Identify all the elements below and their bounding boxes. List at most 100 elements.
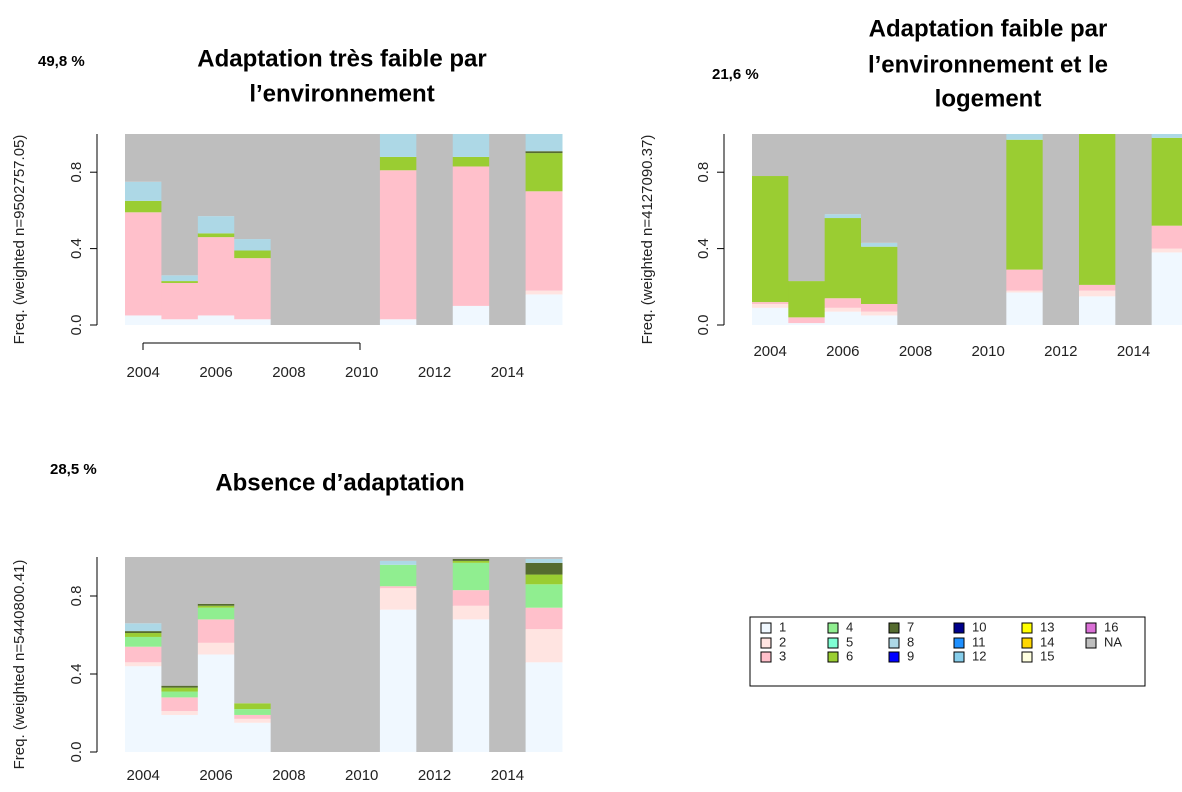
bar-segment xyxy=(525,629,563,663)
bar-segment xyxy=(125,623,162,632)
bar-segment xyxy=(933,134,971,325)
bar-segment xyxy=(307,557,344,752)
legend-swatch xyxy=(953,651,965,663)
bar-segment xyxy=(452,590,490,606)
bar-segment xyxy=(161,282,199,320)
bar-segment xyxy=(161,281,199,283)
bar-segment xyxy=(525,290,563,295)
bar-segment xyxy=(197,605,235,608)
bar-segment xyxy=(525,153,563,192)
bar-segment xyxy=(1079,296,1116,325)
legend-label: 1 xyxy=(779,619,786,634)
bar-segment xyxy=(752,307,789,325)
legend-swatch xyxy=(888,622,900,634)
bar-segment xyxy=(525,607,563,630)
bar-segment xyxy=(525,294,563,325)
bar-segment xyxy=(525,574,563,585)
legend-label: 2 xyxy=(779,634,786,649)
bar-segment xyxy=(307,134,344,325)
bar-segment xyxy=(1006,290,1044,293)
legend-label: 6 xyxy=(846,648,853,663)
bar-segment xyxy=(125,181,162,201)
legend-label: 15 xyxy=(1040,648,1054,663)
bar-segment xyxy=(197,607,235,620)
bar-segment xyxy=(197,237,235,316)
y-tick-label: 0.8 xyxy=(68,586,85,607)
bar-segment xyxy=(752,302,789,304)
x-tick-label: 2010 xyxy=(971,343,1004,360)
bar-segment xyxy=(125,315,162,325)
bar-segment xyxy=(234,134,272,240)
bar-segment xyxy=(525,584,563,608)
legend-swatch xyxy=(760,651,772,663)
chart-title: logement xyxy=(935,85,1042,112)
chart-title: l’environnement xyxy=(249,80,434,107)
bar-segment xyxy=(752,134,789,177)
x-tick-label: 2012 xyxy=(418,364,451,381)
bar-segment xyxy=(379,586,417,589)
legend-swatch xyxy=(888,651,900,663)
x-tick-label: 2006 xyxy=(199,364,232,381)
legend-swatch xyxy=(888,637,900,649)
bar-segment xyxy=(234,718,272,723)
y-axis-label: Freq. (weighted n=4127090.37) xyxy=(639,135,656,345)
bar-segment xyxy=(525,134,563,152)
y-tick-label: 0.4 xyxy=(695,238,712,259)
legend-swatch xyxy=(760,622,772,634)
share-label: 28,5 % xyxy=(50,461,97,478)
legend-label: 8 xyxy=(907,634,914,649)
bar-segment xyxy=(270,134,308,325)
bar-segment xyxy=(343,134,381,325)
x-tick-label: 2008 xyxy=(272,767,305,784)
x-tick-label: 2014 xyxy=(491,364,524,381)
bar-segment xyxy=(416,134,454,325)
bar-segment xyxy=(125,557,162,624)
y-tick-label: 0.4 xyxy=(68,238,85,259)
bar-segment xyxy=(197,216,235,234)
x-tick-label: 2004 xyxy=(127,364,160,381)
bar-segment xyxy=(234,239,272,251)
y-tick-label: 0.4 xyxy=(68,664,85,685)
legend-swatch xyxy=(1085,637,1097,649)
bar-segment xyxy=(525,562,563,575)
x-tick-label: 2008 xyxy=(272,364,305,381)
bar-segment xyxy=(1006,269,1044,291)
bar-segment xyxy=(1079,284,1116,291)
x-tick-label: 2012 xyxy=(418,767,451,784)
bar-segment xyxy=(452,305,490,325)
legend-label: 12 xyxy=(972,648,986,663)
bar-segment xyxy=(824,214,862,219)
legend-label: 13 xyxy=(1040,619,1054,634)
bar-segment xyxy=(379,560,417,565)
bar-segment xyxy=(125,636,162,647)
bar-segment xyxy=(1151,248,1182,253)
y-axis-label: Freq. (weighted n=9502757.05) xyxy=(11,135,28,345)
bar-segment xyxy=(525,557,563,559)
bar-segment xyxy=(161,691,199,698)
bar-segment xyxy=(824,307,862,312)
bar-segment xyxy=(125,631,162,634)
bar-segment xyxy=(234,703,272,710)
bar-segment xyxy=(125,662,162,667)
bar-segment xyxy=(125,646,162,663)
bar-segment xyxy=(197,557,235,604)
bar-segment xyxy=(234,557,272,704)
bar-segment xyxy=(125,200,162,213)
legend-swatch xyxy=(1021,651,1033,663)
bar-segment xyxy=(197,315,235,325)
bar-segment xyxy=(161,319,199,325)
bar-segment xyxy=(161,697,199,712)
bar-segment xyxy=(452,619,490,752)
bar-segment xyxy=(489,557,527,752)
x-tick-label: 2014 xyxy=(491,767,524,784)
share-label: 49,8 % xyxy=(38,53,85,70)
legend-swatch xyxy=(827,622,839,634)
bar-segment xyxy=(161,714,199,752)
x-tick-label: 2006 xyxy=(199,767,232,784)
bar-segment xyxy=(1079,134,1116,285)
legend-swatch xyxy=(827,651,839,663)
bar-segment xyxy=(125,666,162,752)
bar-segment xyxy=(525,662,563,752)
